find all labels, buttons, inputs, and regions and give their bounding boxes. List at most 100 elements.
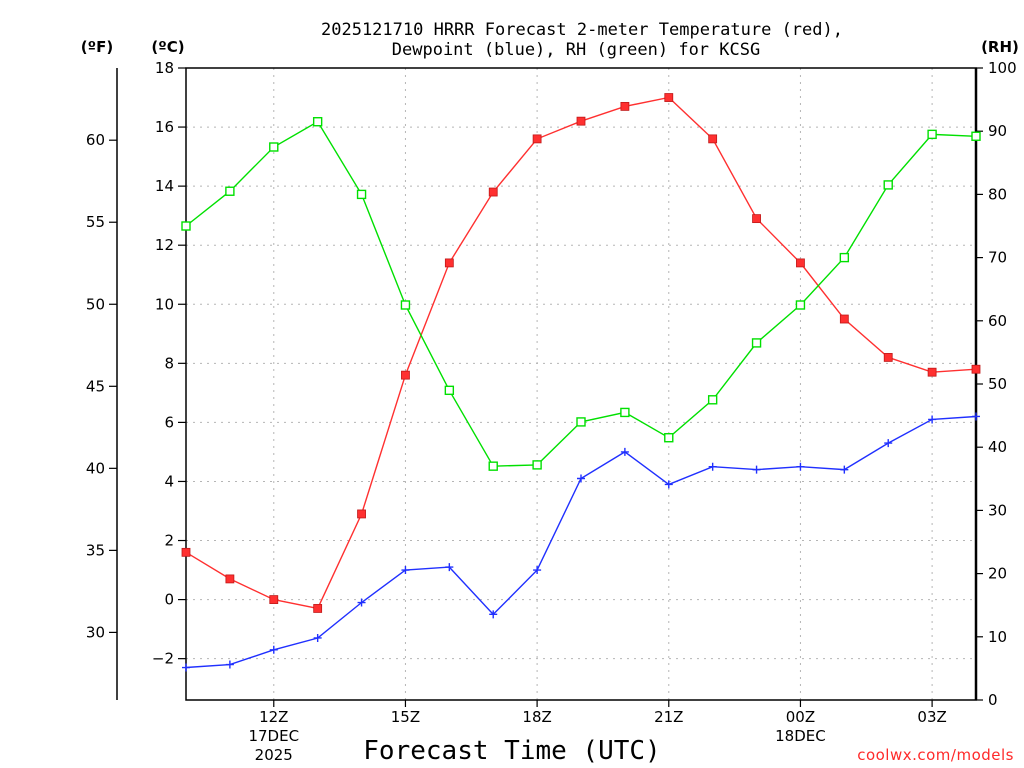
axes: −2 0 2 4 6 8 10 12 14 16 18 30 35 40 45 50 55 60 0 10 20 30 40… — [86, 59, 1017, 764]
fahrenheit-tick-label: 55 — [86, 213, 105, 231]
dewpoint-point — [840, 465, 849, 474]
temperature-point — [927, 367, 937, 377]
temperature-point — [313, 604, 323, 613]
celsius-tick-label: 8 — [164, 354, 174, 372]
dewpoint-point — [533, 566, 542, 575]
x-tick-label: 21Z — [654, 708, 683, 726]
rh-tick-label: 60 — [988, 312, 1007, 330]
fahrenheit-tick-label: 60 — [86, 131, 105, 149]
celsius-tick-label: 10 — [155, 295, 174, 313]
rh-point — [532, 460, 542, 470]
rh-tick-label: 40 — [988, 438, 1007, 456]
source-credit: coolwx.com/models — [857, 746, 1014, 764]
celsius-tick-label: 2 — [164, 532, 174, 550]
temperature-point — [576, 116, 586, 126]
x-date-label: 18DEC — [775, 727, 826, 745]
rh-point — [751, 338, 762, 348]
celsius-tick-label: 0 — [164, 591, 174, 609]
dewpoint-point — [225, 660, 234, 669]
dewpoint-point — [445, 563, 454, 572]
rh-point — [576, 417, 586, 427]
rh-point — [927, 129, 937, 140]
celsius-tick-label: 16 — [155, 118, 174, 136]
fahrenheit-tick-label: 40 — [86, 459, 105, 477]
dewpoint-point — [357, 598, 366, 607]
temperature-point — [225, 574, 235, 584]
temperature-point — [971, 364, 981, 374]
x-axis-label: Forecast Time (UTC) — [363, 736, 660, 766]
rh-point — [356, 189, 367, 200]
fahrenheit-tick-label: 45 — [86, 377, 105, 395]
rh-point — [620, 407, 630, 418]
rh-point — [444, 385, 455, 396]
celsius-tick-label: 18 — [155, 59, 174, 77]
x-tick-label: 00Z — [786, 708, 815, 726]
x-tick-label: 18Z — [522, 708, 551, 726]
rh-point — [181, 221, 191, 231]
temperature-point — [708, 134, 718, 144]
rh-point — [839, 252, 850, 263]
temperature-point — [752, 214, 761, 224]
dewpoint-point — [182, 663, 190, 672]
temperature-point — [488, 187, 498, 197]
temperature-point — [883, 353, 893, 362]
celsius-tick-label: 6 — [164, 413, 174, 431]
dewpoint-point — [620, 447, 629, 456]
celsius-tick-label: 12 — [155, 236, 174, 254]
temperature-point — [444, 258, 454, 268]
rh-tick-label: 70 — [988, 249, 1007, 267]
rh-tick-label: 90 — [988, 122, 1007, 140]
temperature-point — [796, 258, 805, 268]
rh-tick-label: 20 — [988, 565, 1007, 583]
x-date-label: 17DEC — [248, 727, 299, 745]
x-year-label: 2025 — [255, 746, 293, 764]
x-tick-label: 12Z — [259, 708, 288, 726]
data-series — [181, 93, 981, 672]
dewpoint-point — [928, 415, 937, 424]
rh-tick-label: 50 — [988, 375, 1007, 393]
rh-point — [664, 433, 674, 443]
fahrenheit-tick-label: 50 — [86, 295, 105, 313]
rh-point — [707, 395, 718, 405]
rh-point — [795, 300, 806, 310]
dewpoint-point — [752, 465, 761, 474]
rh-tick-label: 30 — [988, 501, 1007, 519]
celsius-tick-label: −2 — [152, 650, 174, 668]
chart-title-line-2: Dewpoint (blue), RH (green) for KCSG — [392, 40, 760, 60]
fahrenheit-tick-label: 30 — [86, 623, 105, 641]
dewpoint-point — [401, 566, 410, 575]
rh-tick-label: 10 — [988, 628, 1007, 646]
rh-point — [488, 461, 498, 471]
dewpoint-point — [664, 480, 673, 489]
temperature-point — [181, 547, 191, 557]
dewpoint-point — [884, 439, 893, 448]
fahrenheit-axis-unit: (ºF) — [81, 38, 113, 56]
temperature-point — [269, 595, 279, 604]
rh-point — [269, 142, 279, 152]
fahrenheit-tick-label: 35 — [86, 541, 105, 559]
celsius-tick-label: 14 — [155, 177, 174, 195]
temperature-point — [664, 93, 674, 102]
rh-tick-label: 100 — [988, 59, 1017, 77]
temperature-point — [839, 314, 849, 324]
temperature-point — [620, 101, 630, 111]
rh-point — [971, 131, 981, 141]
celsius-axis-unit: (ºC) — [151, 38, 184, 56]
rh-point — [225, 186, 235, 196]
chart-title-line-1: 2025121710 HRRR Forecast 2-meter Tempera… — [321, 20, 843, 40]
dewpoint-point — [269, 645, 278, 654]
x-tick-label: 15Z — [391, 708, 420, 726]
rh-point — [312, 117, 323, 127]
dewpoint-point — [708, 462, 717, 471]
grid-lines — [186, 68, 976, 700]
rh-point — [400, 300, 411, 310]
x-tick-label: 03Z — [917, 708, 946, 726]
temperature-point — [532, 134, 542, 144]
celsius-tick-label: 4 — [164, 472, 174, 490]
dewpoint-point — [489, 610, 498, 619]
dewpoint-point — [972, 412, 980, 421]
rh-tick-label: 80 — [988, 185, 1007, 203]
temperature-point — [357, 509, 366, 519]
dewpoint-point — [577, 474, 585, 483]
